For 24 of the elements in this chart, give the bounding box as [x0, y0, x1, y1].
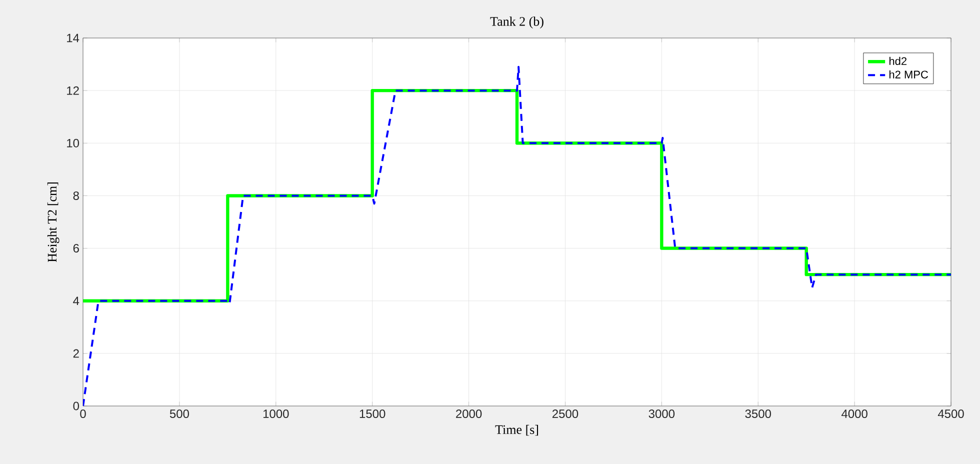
y-axis-title: Height T2 [cm] — [47, 182, 60, 262]
x-tick-label: 1000 — [263, 410, 289, 418]
x-tick-label: 500 — [170, 410, 189, 418]
y-tick-label: 0 — [73, 402, 80, 410]
line-series — [83, 66, 951, 406]
x-tick-label: 3000 — [648, 410, 675, 418]
legend-label: h2 MPC — [889, 70, 928, 78]
y-tick-label: 2 — [73, 349, 79, 358]
x-tick-label: 1500 — [360, 410, 386, 418]
y-tick-label: 10 — [67, 138, 80, 148]
x-tick-label: 4000 — [841, 410, 868, 418]
x-tick-label: 3500 — [745, 410, 771, 418]
y-tick-label: 6 — [73, 244, 79, 253]
x-tick-label: 4500 — [938, 410, 964, 418]
y-tick-label: 4 — [73, 296, 80, 305]
legend-label: hd2 — [889, 56, 907, 65]
y-tick-label: 8 — [73, 191, 79, 200]
chart-title: Tank 2 (b) — [490, 16, 544, 28]
y-tick-label: 12 — [67, 86, 79, 95]
x-tick-label: 0 — [80, 410, 86, 418]
x-tick-label: 2500 — [552, 410, 578, 418]
x-axis-title: Time [s] — [495, 424, 538, 436]
y-tick-label: 14 — [67, 34, 80, 42]
x-tick-label: 2000 — [456, 410, 482, 418]
